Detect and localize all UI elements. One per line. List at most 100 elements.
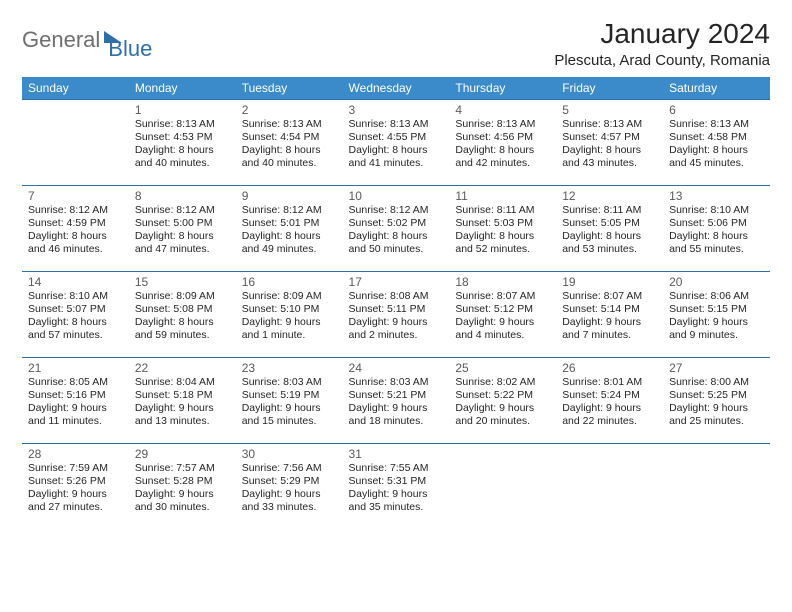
day-number: 14 (28, 275, 123, 289)
calendar-day-cell: 2Sunrise: 8:13 AMSunset: 4:54 PMDaylight… (236, 100, 343, 186)
day-number: 7 (28, 189, 123, 203)
day-number: 23 (242, 361, 337, 375)
calendar-day-cell: 29Sunrise: 7:57 AMSunset: 5:28 PMDayligh… (129, 444, 236, 530)
calendar-day-cell: 16Sunrise: 8:09 AMSunset: 5:10 PMDayligh… (236, 272, 343, 358)
day-number: 21 (28, 361, 123, 375)
calendar-day-cell: 23Sunrise: 8:03 AMSunset: 5:19 PMDayligh… (236, 358, 343, 444)
calendar-day-cell: 18Sunrise: 8:07 AMSunset: 5:12 PMDayligh… (449, 272, 556, 358)
calendar-day-cell: 25Sunrise: 8:02 AMSunset: 5:22 PMDayligh… (449, 358, 556, 444)
logo-text-blue: Blue (108, 36, 152, 62)
month-title: January 2024 (554, 18, 770, 50)
day-number: 29 (135, 447, 230, 461)
weekday-header: Sunday (22, 77, 129, 100)
calendar-day-cell: 15Sunrise: 8:09 AMSunset: 5:08 PMDayligh… (129, 272, 236, 358)
calendar-day-cell: 3Sunrise: 8:13 AMSunset: 4:55 PMDaylight… (343, 100, 450, 186)
day-info: Sunrise: 7:57 AMSunset: 5:28 PMDaylight:… (135, 462, 230, 515)
calendar-week-row: 21Sunrise: 8:05 AMSunset: 5:16 PMDayligh… (22, 358, 770, 444)
day-number: 12 (562, 189, 657, 203)
day-number: 24 (349, 361, 444, 375)
title-block: January 2024 Plescuta, Arad County, Roma… (554, 18, 770, 69)
calendar-day-cell: 31Sunrise: 7:55 AMSunset: 5:31 PMDayligh… (343, 444, 450, 530)
day-info: Sunrise: 8:12 AMSunset: 5:02 PMDaylight:… (349, 204, 444, 257)
calendar-empty-cell (556, 444, 663, 530)
day-number: 8 (135, 189, 230, 203)
day-number: 25 (455, 361, 550, 375)
day-info: Sunrise: 8:12 AMSunset: 5:00 PMDaylight:… (135, 204, 230, 257)
calendar-day-cell: 21Sunrise: 8:05 AMSunset: 5:16 PMDayligh… (22, 358, 129, 444)
weekday-header: Thursday (449, 77, 556, 100)
day-number: 15 (135, 275, 230, 289)
day-number: 1 (135, 103, 230, 117)
day-info: Sunrise: 8:10 AMSunset: 5:06 PMDaylight:… (669, 204, 764, 257)
day-info: Sunrise: 8:13 AMSunset: 4:57 PMDaylight:… (562, 118, 657, 171)
calendar-week-row: 14Sunrise: 8:10 AMSunset: 5:07 PMDayligh… (22, 272, 770, 358)
day-info: Sunrise: 8:11 AMSunset: 5:03 PMDaylight:… (455, 204, 550, 257)
day-info: Sunrise: 7:56 AMSunset: 5:29 PMDaylight:… (242, 462, 337, 515)
day-number: 18 (455, 275, 550, 289)
calendar-day-cell: 9Sunrise: 8:12 AMSunset: 5:01 PMDaylight… (236, 186, 343, 272)
day-number: 30 (242, 447, 337, 461)
day-number: 9 (242, 189, 337, 203)
weekday-header: Wednesday (343, 77, 450, 100)
calendar-empty-cell (663, 444, 770, 530)
logo: General Blue (22, 18, 152, 62)
day-info: Sunrise: 8:13 AMSunset: 4:53 PMDaylight:… (135, 118, 230, 171)
calendar-empty-cell (449, 444, 556, 530)
day-info: Sunrise: 8:02 AMSunset: 5:22 PMDaylight:… (455, 376, 550, 429)
day-number: 17 (349, 275, 444, 289)
day-number: 10 (349, 189, 444, 203)
day-info: Sunrise: 8:13 AMSunset: 4:54 PMDaylight:… (242, 118, 337, 171)
day-info: Sunrise: 8:13 AMSunset: 4:56 PMDaylight:… (455, 118, 550, 171)
day-number: 6 (669, 103, 764, 117)
calendar-week-row: 1Sunrise: 8:13 AMSunset: 4:53 PMDaylight… (22, 100, 770, 186)
calendar-header-row: SundayMondayTuesdayWednesdayThursdayFrid… (22, 77, 770, 100)
calendar-day-cell: 8Sunrise: 8:12 AMSunset: 5:00 PMDaylight… (129, 186, 236, 272)
calendar-day-cell: 17Sunrise: 8:08 AMSunset: 5:11 PMDayligh… (343, 272, 450, 358)
header: General Blue January 2024 Plescuta, Arad… (22, 18, 770, 69)
day-info: Sunrise: 7:55 AMSunset: 5:31 PMDaylight:… (349, 462, 444, 515)
weekday-header: Saturday (663, 77, 770, 100)
day-number: 4 (455, 103, 550, 117)
calendar-day-cell: 14Sunrise: 8:10 AMSunset: 5:07 PMDayligh… (22, 272, 129, 358)
day-info: Sunrise: 8:05 AMSunset: 5:16 PMDaylight:… (28, 376, 123, 429)
day-info: Sunrise: 8:09 AMSunset: 5:10 PMDaylight:… (242, 290, 337, 343)
weekday-header: Tuesday (236, 77, 343, 100)
day-info: Sunrise: 8:01 AMSunset: 5:24 PMDaylight:… (562, 376, 657, 429)
calendar-empty-cell (22, 100, 129, 186)
location-subtitle: Plescuta, Arad County, Romania (554, 52, 770, 69)
weekday-header: Friday (556, 77, 663, 100)
day-number: 11 (455, 189, 550, 203)
calendar-day-cell: 13Sunrise: 8:10 AMSunset: 5:06 PMDayligh… (663, 186, 770, 272)
day-info: Sunrise: 8:08 AMSunset: 5:11 PMDaylight:… (349, 290, 444, 343)
day-info: Sunrise: 8:06 AMSunset: 5:15 PMDaylight:… (669, 290, 764, 343)
calendar-day-cell: 11Sunrise: 8:11 AMSunset: 5:03 PMDayligh… (449, 186, 556, 272)
calendar-day-cell: 5Sunrise: 8:13 AMSunset: 4:57 PMDaylight… (556, 100, 663, 186)
calendar-day-cell: 7Sunrise: 8:12 AMSunset: 4:59 PMDaylight… (22, 186, 129, 272)
calendar-day-cell: 22Sunrise: 8:04 AMSunset: 5:18 PMDayligh… (129, 358, 236, 444)
calendar-week-row: 28Sunrise: 7:59 AMSunset: 5:26 PMDayligh… (22, 444, 770, 530)
day-number: 16 (242, 275, 337, 289)
day-number: 19 (562, 275, 657, 289)
day-info: Sunrise: 8:12 AMSunset: 5:01 PMDaylight:… (242, 204, 337, 257)
day-number: 31 (349, 447, 444, 461)
calendar-day-cell: 12Sunrise: 8:11 AMSunset: 5:05 PMDayligh… (556, 186, 663, 272)
day-info: Sunrise: 8:03 AMSunset: 5:21 PMDaylight:… (349, 376, 444, 429)
day-info: Sunrise: 8:04 AMSunset: 5:18 PMDaylight:… (135, 376, 230, 429)
day-number: 28 (28, 447, 123, 461)
day-number: 26 (562, 361, 657, 375)
day-info: Sunrise: 8:12 AMSunset: 4:59 PMDaylight:… (28, 204, 123, 257)
day-info: Sunrise: 8:03 AMSunset: 5:19 PMDaylight:… (242, 376, 337, 429)
calendar-day-cell: 6Sunrise: 8:13 AMSunset: 4:58 PMDaylight… (663, 100, 770, 186)
calendar-day-cell: 24Sunrise: 8:03 AMSunset: 5:21 PMDayligh… (343, 358, 450, 444)
calendar-body: 1Sunrise: 8:13 AMSunset: 4:53 PMDaylight… (22, 100, 770, 530)
calendar-day-cell: 26Sunrise: 8:01 AMSunset: 5:24 PMDayligh… (556, 358, 663, 444)
calendar-day-cell: 19Sunrise: 8:07 AMSunset: 5:14 PMDayligh… (556, 272, 663, 358)
day-number: 2 (242, 103, 337, 117)
logo-text-general: General (22, 27, 100, 53)
day-info: Sunrise: 8:11 AMSunset: 5:05 PMDaylight:… (562, 204, 657, 257)
day-info: Sunrise: 8:09 AMSunset: 5:08 PMDaylight:… (135, 290, 230, 343)
day-info: Sunrise: 7:59 AMSunset: 5:26 PMDaylight:… (28, 462, 123, 515)
day-info: Sunrise: 8:00 AMSunset: 5:25 PMDaylight:… (669, 376, 764, 429)
calendar-day-cell: 1Sunrise: 8:13 AMSunset: 4:53 PMDaylight… (129, 100, 236, 186)
day-info: Sunrise: 8:07 AMSunset: 5:12 PMDaylight:… (455, 290, 550, 343)
